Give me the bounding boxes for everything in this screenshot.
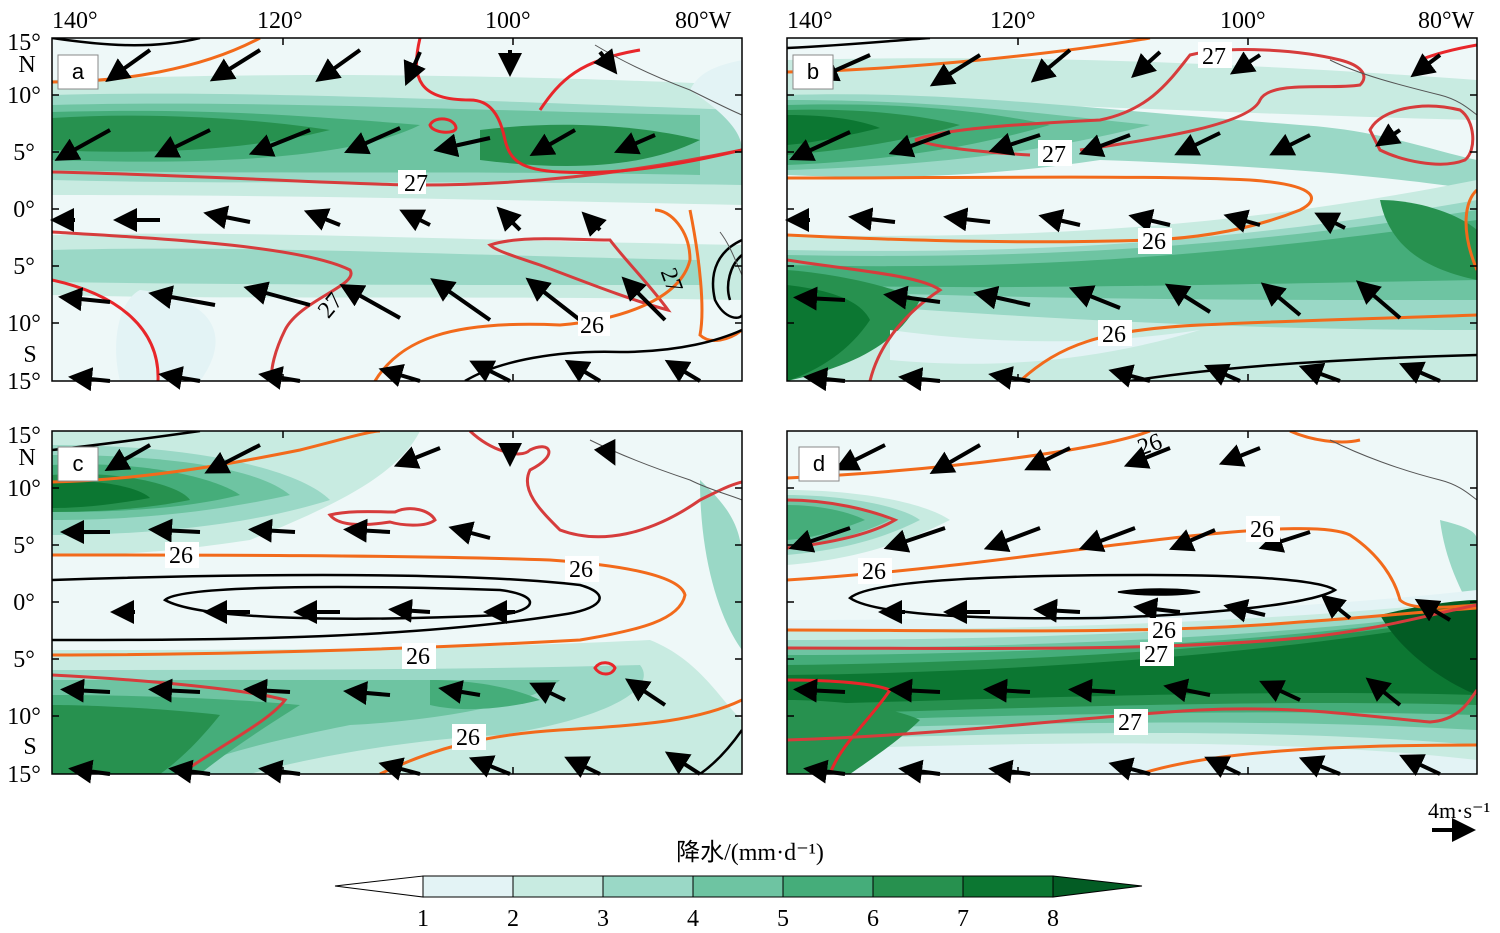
panel-c-contour-label-1: 26 bbox=[169, 543, 193, 569]
panel-a: a 27 27 27 26 bbox=[50, 37, 743, 392]
panel-c-label: c bbox=[73, 451, 84, 476]
top-longitude-labels-left: 140° 120° 100° 80°W bbox=[52, 8, 732, 34]
colorbar-title: 降水/(mm·d⁻¹) bbox=[676, 839, 824, 866]
lat-label-s-lower: S bbox=[23, 734, 36, 760]
panel-d-contour-label-4: 26 bbox=[1152, 618, 1176, 644]
panel-a-wind-vectors bbox=[50, 48, 702, 392]
lat-label-s: S bbox=[23, 342, 36, 368]
lat-label-10n: 10° bbox=[7, 83, 41, 109]
lon-label-140-right: 140° bbox=[787, 8, 833, 34]
panel-d-contour-label-6: 27 bbox=[1118, 710, 1142, 736]
panel-b-contour-label-2: 27 bbox=[1042, 142, 1066, 168]
lat-label-15n-lower: 15° bbox=[7, 423, 41, 449]
panel-b-contour-labels: 27 27 26 26 bbox=[1038, 42, 1232, 348]
colorbar-swatch-7-8 bbox=[962, 875, 1054, 898]
colorbar-swatch-6-7 bbox=[872, 875, 964, 898]
lat-label-n-lower: N bbox=[18, 445, 35, 471]
axis-ticks bbox=[52, 38, 1477, 774]
lat-label-0-lower: 0° bbox=[13, 590, 35, 616]
colorbar-tick-6: 6 bbox=[867, 906, 879, 932]
lat-label-5s-lower: 5° bbox=[13, 647, 35, 673]
panel-a-precip-shading bbox=[52, 38, 742, 381]
panel-c-contour-label-2: 26 bbox=[569, 557, 593, 583]
colorbar-under-triangle bbox=[334, 875, 424, 898]
vector-key-label: 4m·s⁻¹ bbox=[1428, 798, 1490, 823]
panel-c-precip-shading bbox=[52, 431, 742, 774]
panel-b-contour-label-4: 26 bbox=[1102, 322, 1126, 348]
lat-label-10s: 10° bbox=[7, 311, 41, 337]
colorbar-swatch-3-4 bbox=[602, 875, 694, 898]
latitude-labels-top: 15° N 10° 5° 0° 5° 10° S 15° bbox=[7, 30, 41, 395]
panel-b-label-box bbox=[792, 54, 834, 90]
lon-label-80w-right: 80°W bbox=[1418, 8, 1475, 34]
colorbar-tick-4: 4 bbox=[687, 906, 699, 932]
panel-a-contour-label-1: 27 bbox=[404, 171, 428, 197]
panel-d-precip-shading bbox=[787, 431, 1477, 774]
lon-label-140-left: 140° bbox=[52, 8, 98, 34]
panel-a-label: a bbox=[72, 59, 85, 84]
colorbar-swatch-1-2 bbox=[422, 875, 514, 898]
lat-label-n: N bbox=[18, 52, 35, 78]
colorbar-tick-1: 1 bbox=[417, 906, 429, 932]
latitude-labels-bottom: 15° N 10° 5° 0° 5° 10° S 15° bbox=[7, 423, 41, 788]
colorbar-tick-2: 2 bbox=[507, 906, 519, 932]
colorbar-tick-7: 7 bbox=[957, 906, 969, 932]
panel-d-contour-label-3: 26 bbox=[862, 559, 886, 585]
panel-b-label: b bbox=[807, 59, 819, 84]
lon-label-120-left: 120° bbox=[257, 8, 303, 34]
panel-a-label-box bbox=[57, 54, 99, 90]
colorbar-over-triangle bbox=[1052, 875, 1143, 898]
lat-label-0: 0° bbox=[13, 197, 35, 223]
colorbar-swatch-5-6 bbox=[782, 875, 874, 898]
colorbar-tick-5: 5 bbox=[777, 906, 789, 932]
panel-b-contour-label-3: 26 bbox=[1142, 229, 1166, 255]
lat-label-5n-lower: 5° bbox=[13, 533, 35, 559]
colorbar-tick-8: 8 bbox=[1047, 906, 1059, 932]
colorbar: 降水/(mm·d⁻¹) 1 2 3 4 5 6 7 8 bbox=[334, 839, 1143, 932]
colorbar-swatch-2-3 bbox=[512, 875, 604, 898]
panel-d-wind-vectors bbox=[788, 443, 1452, 784]
panel-d: d 26 26 26 26 27 27 bbox=[786, 429, 1478, 784]
panel-c-contour-labels: 26 26 26 26 bbox=[165, 542, 599, 751]
lon-label-100-right: 100° bbox=[1220, 8, 1266, 34]
lat-label-10s-lower: 10° bbox=[7, 704, 41, 730]
panel-c-contour-label-4: 26 bbox=[456, 725, 480, 751]
panel-b-contour-label-1: 27 bbox=[1202, 44, 1226, 70]
panel-d-contour-label-2: 26 bbox=[1250, 517, 1274, 543]
panel-c-wind-vectors bbox=[60, 438, 702, 784]
lat-label-10n-lower: 10° bbox=[7, 476, 41, 502]
panel-d-label: d bbox=[813, 451, 825, 476]
lon-label-100-left: 100° bbox=[485, 8, 531, 34]
panel-c-label-box bbox=[57, 446, 99, 482]
colorbar-tick-labels: 1 2 3 4 5 6 7 8 bbox=[417, 906, 1059, 932]
lat-label-15n: 15° bbox=[7, 30, 41, 56]
panel-c: c 26 26 26 26 bbox=[51, 430, 743, 784]
panel-a-contour-labels: 27 27 27 26 bbox=[313, 170, 687, 339]
lat-label-15s: 15° bbox=[7, 369, 41, 395]
lon-label-80w-left: 80°W bbox=[675, 8, 732, 34]
panel-b-wind-vectors bbox=[785, 48, 1442, 392]
panel-d-contour-label-5: 27 bbox=[1144, 642, 1168, 668]
top-longitude-labels-right: 140° 120° 100° 80°W bbox=[787, 8, 1475, 34]
lon-label-120-right: 120° bbox=[990, 8, 1036, 34]
colorbar-swatch-4-5 bbox=[692, 875, 784, 898]
lat-label-5n: 5° bbox=[13, 140, 35, 166]
lat-label-15s-lower: 15° bbox=[7, 762, 41, 788]
panel-d-label-box bbox=[798, 446, 840, 482]
panel-a-contour-label-4: 26 bbox=[580, 313, 604, 339]
panel-c-contour-label-3: 26 bbox=[406, 644, 430, 670]
panel-b: b 27 27 26 26 bbox=[785, 37, 1478, 392]
vector-key: 4m·s⁻¹ bbox=[1428, 798, 1490, 842]
colorbar-tick-3: 3 bbox=[597, 906, 609, 932]
lat-label-5s: 5° bbox=[13, 254, 35, 280]
